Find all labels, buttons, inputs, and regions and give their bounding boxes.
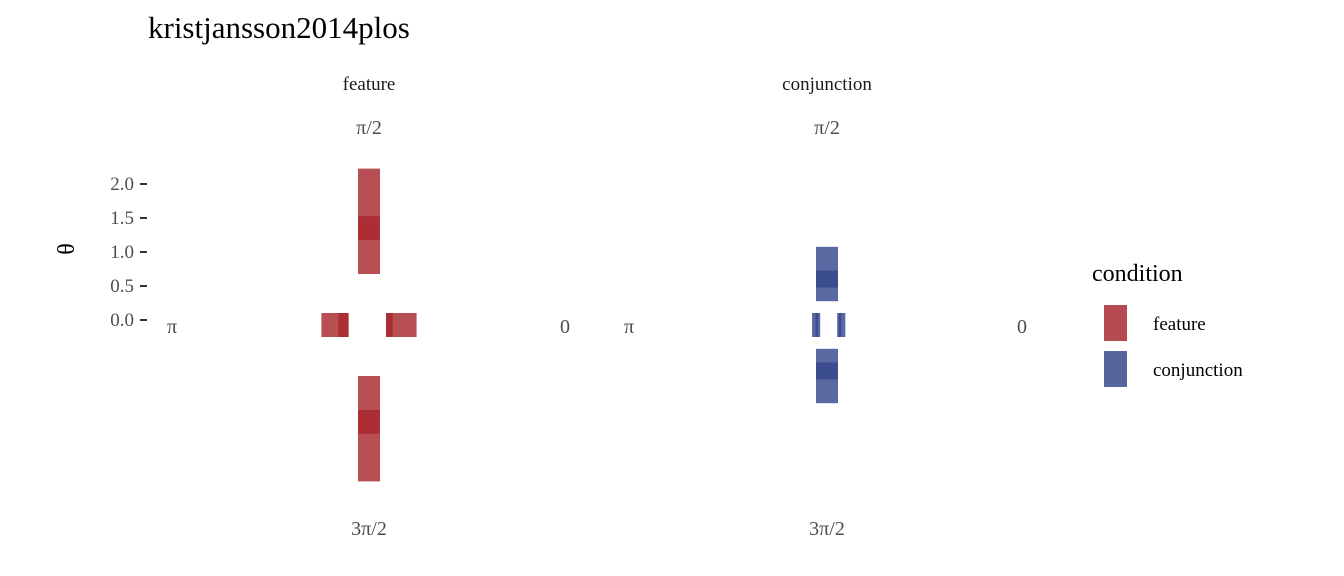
y-axis-label: θ [54, 243, 80, 255]
y-tick-label: 0.0 [110, 310, 134, 331]
legend-entries: feature conjunction [1104, 305, 1243, 387]
bar-mean-right [386, 313, 393, 337]
direction-label-bottom: 3π/2 [809, 518, 845, 540]
panel-feature: feature π/2 3π/2 π 0 [167, 74, 570, 540]
direction-label-top: π/2 [356, 117, 382, 139]
legend-swatch-feature [1104, 305, 1127, 341]
y-tick-label: 1.5 [110, 208, 134, 229]
y-tick-label: 2.0 [110, 174, 134, 195]
bar-mean-bottom [816, 362, 838, 380]
legend-label-feature: feature [1153, 314, 1206, 335]
panels: feature π/2 3π/2 π 0 conjunction π/2 3π/2 π 0 [167, 74, 1027, 540]
bar-mean-right [838, 313, 842, 337]
direction-label-left: π [624, 316, 634, 338]
bar-mean-bottom [358, 410, 380, 434]
chart-title: kristjansson2014plos [148, 10, 410, 45]
bar-mean-left [815, 313, 819, 337]
direction-label-bottom: 3π/2 [351, 518, 387, 540]
direction-label-left: π [167, 316, 177, 338]
bar-mean-top [816, 270, 838, 288]
legend-title: condition [1092, 261, 1183, 287]
direction-label-right: 0 [1017, 316, 1027, 338]
y-axis: 0.0 0.5 1.0 1.5 2.0 [110, 174, 147, 331]
panel-strip-label: conjunction [782, 74, 872, 95]
direction-label-right: 0 [560, 316, 570, 338]
legend-swatch-conjunction [1104, 351, 1127, 387]
panel-conjunction: conjunction π/2 3π/2 π 0 [624, 74, 1027, 540]
legend: condition feature conjunction [1092, 261, 1243, 387]
direction-label-top: π/2 [814, 117, 840, 139]
y-tick-label: 1.0 [110, 242, 134, 263]
legend-label-conjunction: conjunction [1153, 360, 1243, 381]
bar-mean-left [338, 313, 349, 337]
panel-strip-label: feature [343, 74, 396, 95]
y-tick-label: 0.5 [110, 276, 134, 297]
bar-range-right [837, 313, 846, 337]
bar-mean-top [358, 216, 380, 240]
